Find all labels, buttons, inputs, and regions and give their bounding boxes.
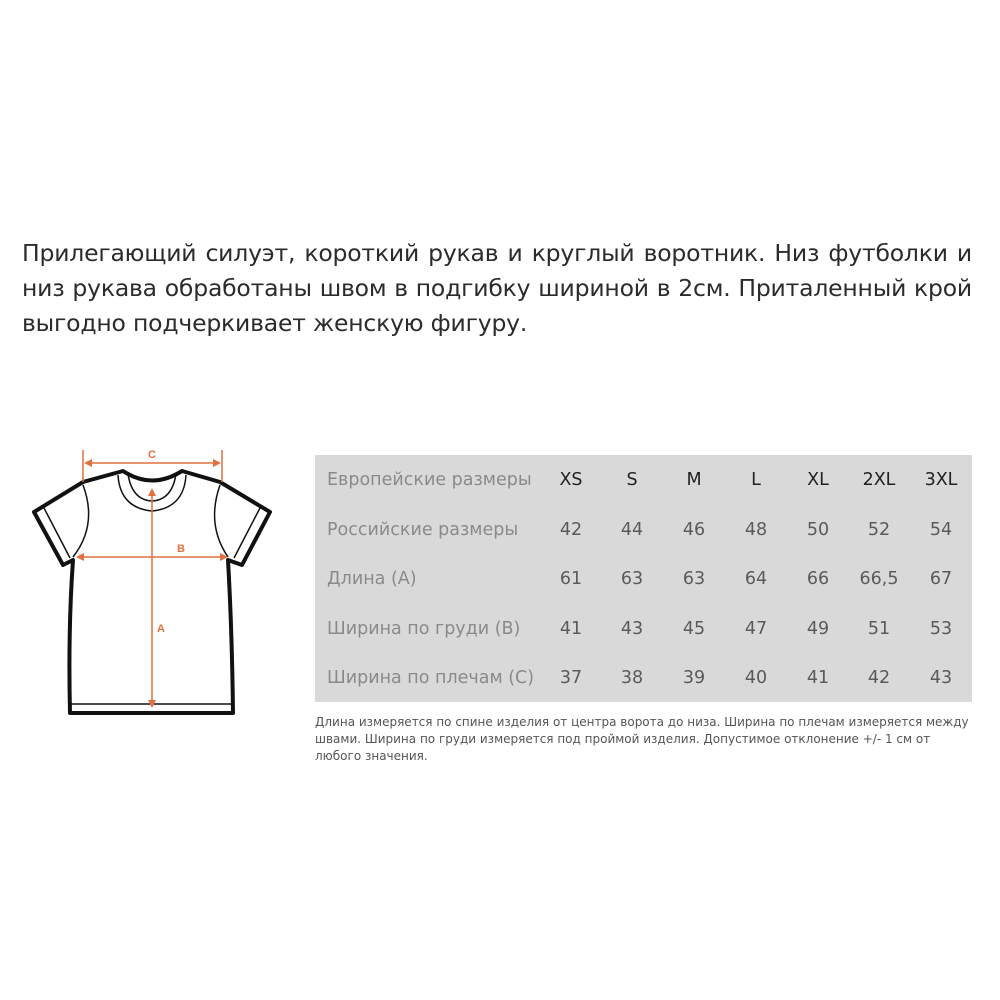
tshirt-outline [32,469,272,715]
size-value-cell: 52 [867,519,891,540]
size-table-row: Ширина по плечам (С) 37 38 39 40 41 42 43 [315,663,972,693]
size-value-cell: 46 [682,519,706,540]
size-value-cell: 66 [806,569,830,589]
size-value-cell: 54 [929,519,953,540]
label-c: C [148,449,156,461]
size-value-cell: 43 [929,668,953,688]
size-table-row: Длина (А) 61 63 63 64 66 66,5 67 [315,564,972,594]
size-value-cell: 42 [867,668,891,688]
measurement-arrows [76,450,228,708]
size-value-cell: 64 [744,569,768,589]
size-value-cell: 42 [559,519,583,540]
row-label: Длина (А) [327,569,417,589]
label-a: A [157,623,165,635]
size-value-cell: 66,5 [859,569,899,589]
size-value-cell: 43 [620,618,644,639]
size-value-cell: 40 [744,668,768,688]
size-header-cell: S [626,470,638,490]
size-value-cell: 51 [867,618,891,639]
size-value-cell: 39 [682,668,706,688]
size-table-row: Российские размеры 42 44 46 48 50 52 54 [315,515,972,545]
tshirt-measurement-diagram: C B A [32,449,272,715]
size-table-row: Европейские размеры XS S M L XL 2XL 3XL [315,465,972,495]
size-header-cell: M [686,470,702,490]
row-label: Российские размеры [327,519,519,540]
size-value-cell: 48 [744,519,768,540]
label-b: B [177,543,185,555]
size-value-cell: 49 [806,618,830,639]
row-label: Ширина по плечам (С) [327,668,535,688]
size-header-cell: XS [559,470,583,490]
size-value-cell: 41 [559,618,583,639]
size-header-cell: 3XL [924,470,958,490]
size-value-cell: 41 [806,668,830,688]
size-value-cell: 45 [682,618,706,639]
size-value-cell: 44 [620,519,644,540]
size-value-cell: 63 [682,569,706,589]
size-value-cell: 53 [929,618,953,639]
product-description: Прилегающий силуэт, короткий рукав и кру… [22,239,972,337]
size-value-cell: 50 [806,519,830,540]
size-header-cell: L [751,470,761,490]
size-value-cell: 38 [620,668,644,688]
size-table: Европейские размеры XS S M L XL 2XL 3XL Российск… [315,455,972,702]
size-value-cell: 37 [559,668,583,688]
size-header-cell: 2XL [862,470,896,490]
size-value-cell: 67 [929,569,953,589]
size-value-cell: 61 [559,569,583,589]
size-value-cell: 63 [620,569,644,589]
size-value-cell: 47 [744,618,768,639]
row-label: Европейские размеры [327,470,532,490]
size-table-row: Ширина по груди (В) 41 43 45 47 49 51 53 [315,614,972,644]
size-header-cell: XL [807,470,829,490]
row-label: Ширина по груди (В) [327,618,521,639]
measurement-note: Длина измеряется по спине изделия от цен… [315,715,969,763]
